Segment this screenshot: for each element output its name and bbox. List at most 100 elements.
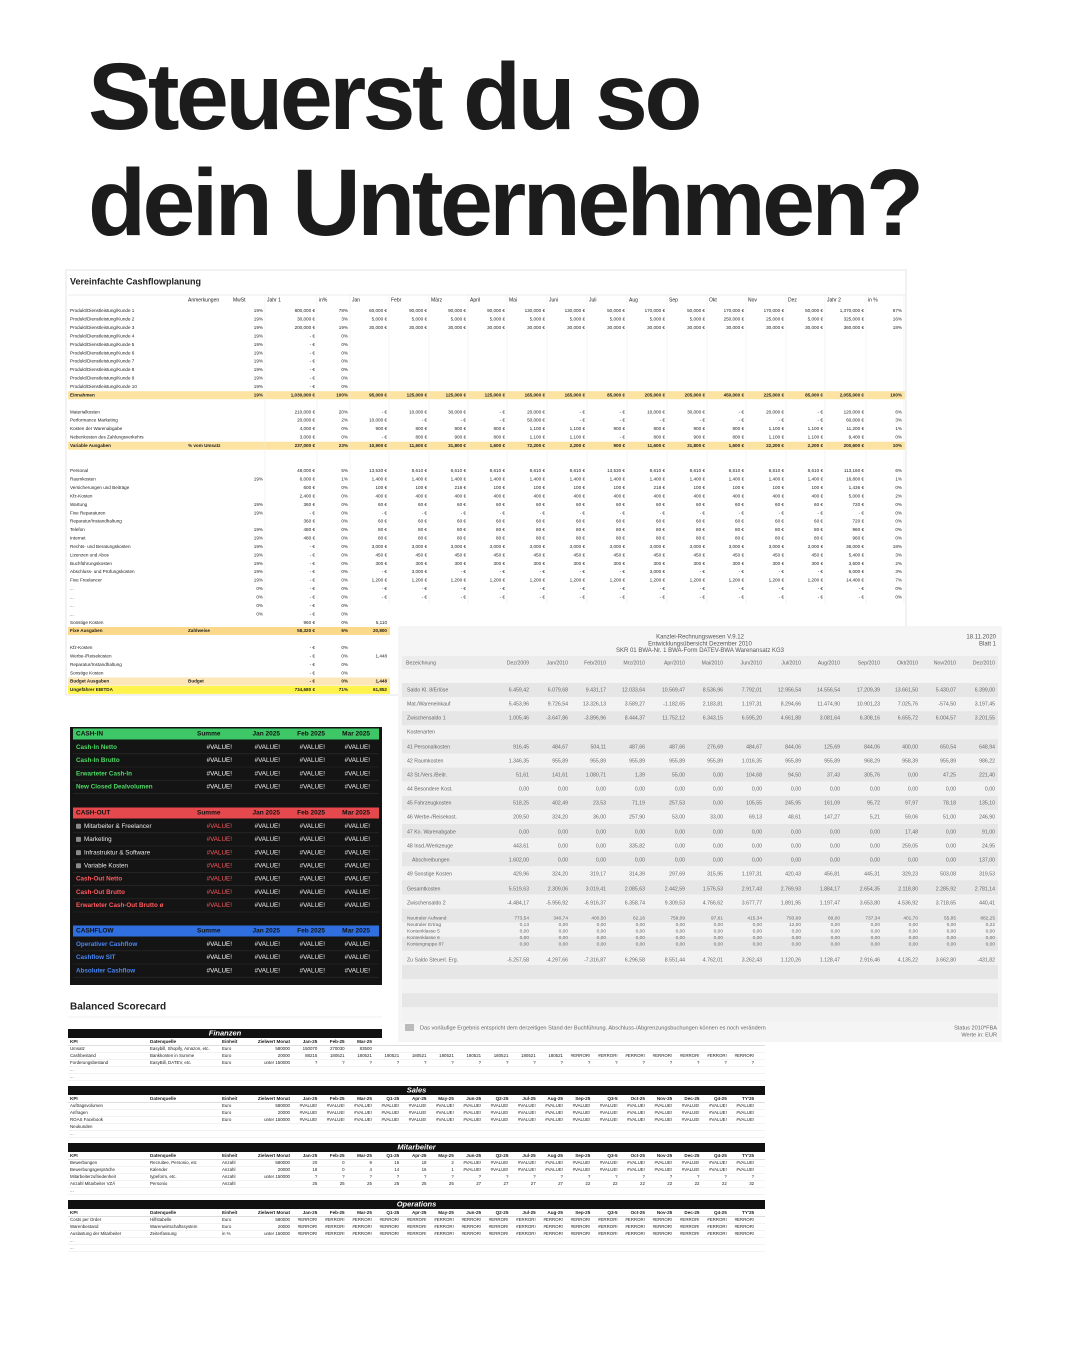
- cell: 1,100 €: [530, 435, 546, 440]
- cell: 0%: [895, 536, 902, 541]
- cell: 319,53: [979, 871, 995, 877]
- cell: ?: [615, 1060, 618, 1065]
- cell: 105,55: [746, 800, 762, 806]
- row-label: Rechts- und Beratungskosten: [70, 544, 131, 549]
- cell: 300 €: [494, 561, 506, 566]
- cell: 793,69: [786, 915, 801, 921]
- cell: 1,400 €: [490, 477, 506, 482]
- cell: - €: [500, 409, 506, 414]
- cell: 130,000 €: [565, 308, 586, 313]
- cell: 0,00: [520, 928, 530, 934]
- cell: 0%: [341, 578, 348, 583]
- cell: #VALUE!: [436, 1110, 454, 1115]
- cell: #ERROR!: [571, 1217, 591, 1222]
- row-stripe: [402, 795, 998, 810]
- cell: 71%: [339, 687, 348, 692]
- row-label: Buchführungskosten: [70, 561, 112, 566]
- cell: - €: [310, 578, 316, 583]
- cell: Anzahl: [222, 1181, 235, 1186]
- cell: - €: [779, 586, 785, 591]
- row-stripe: [402, 993, 998, 1008]
- cell: #VALUE!: [300, 849, 326, 856]
- cell: #VALUE!: [600, 1160, 618, 1165]
- cell: 80 €: [418, 527, 427, 532]
- cell: #VALUE!: [736, 1110, 754, 1115]
- cell: 0,00: [713, 829, 723, 835]
- cell: 209,50: [513, 814, 529, 820]
- cell: 19%: [254, 544, 263, 549]
- cell: 324,20: [552, 814, 568, 820]
- cell: 450,000 €: [724, 392, 745, 397]
- cell: 1,400 €: [530, 477, 546, 482]
- cell: #VALUE!: [491, 1160, 509, 1165]
- cell: 218 €: [455, 485, 467, 490]
- cell: 402,49: [552, 800, 568, 806]
- cell: 3.262,43: [742, 957, 762, 963]
- cell: #VALUE!: [327, 1103, 345, 1108]
- cell: #ERROR!: [298, 1224, 318, 1229]
- cell: 0,00: [636, 928, 646, 934]
- cell: 0,13: [520, 922, 530, 928]
- cell: 8,610 €: [530, 468, 546, 473]
- cell: 19%: [254, 552, 263, 557]
- cell: 69,00: [828, 915, 840, 921]
- cell: Euro: [222, 1103, 232, 1108]
- cell: Warenwirtschaftssystem: [150, 1224, 198, 1229]
- cell: - €: [310, 679, 316, 684]
- cell: 3.677,77: [742, 900, 762, 906]
- cell: 0,00: [831, 941, 841, 947]
- cell: 100 €: [694, 485, 706, 490]
- cell: #VALUE!: [300, 941, 326, 948]
- cell: #ERROR!: [598, 1053, 618, 1058]
- cell: 30,000 €: [527, 325, 545, 330]
- cell: 20000: [278, 1053, 291, 1058]
- cell: 5,000 €: [372, 317, 388, 322]
- cell: ?: [670, 1060, 673, 1065]
- cell: 170,000 €: [645, 308, 666, 313]
- cell: 90,000 €: [487, 308, 505, 313]
- cell: 13,530 €: [607, 468, 625, 473]
- cell: #ERROR!: [625, 1224, 645, 1229]
- row-label: Produkt/Dienstleistung/Kunde 8: [70, 367, 135, 372]
- cell: - €: [779, 594, 785, 599]
- cell: 80 €: [378, 527, 387, 532]
- cell: 85,000 €: [805, 392, 823, 397]
- cell: - €: [461, 569, 467, 574]
- column-header: TY'25: [742, 1096, 755, 1101]
- cell: 18%: [893, 544, 902, 549]
- section-header: Feb 2025: [297, 928, 325, 935]
- column-header: Dez: [788, 297, 797, 303]
- column-header: Q4-25: [714, 1210, 727, 1215]
- cell: - €: [818, 586, 824, 591]
- column-header: März: [431, 297, 443, 303]
- column-header: Sep/2010: [858, 660, 880, 666]
- cell: 7.025,76: [898, 701, 918, 707]
- cell: - €: [660, 586, 666, 591]
- cell: - €: [382, 435, 388, 440]
- cell: #VALUE!: [345, 862, 371, 869]
- cell: 80 €: [696, 536, 705, 541]
- cell: 23%: [339, 443, 348, 448]
- cell: #VALUE!: [709, 1117, 727, 1122]
- column-header: in %: [868, 297, 878, 303]
- cell: #VALUE!: [573, 1167, 591, 1172]
- cell: #ERROR!: [407, 1224, 427, 1229]
- cell: #VALUE!: [255, 744, 281, 751]
- cell: #ERROR!: [516, 1217, 536, 1222]
- cell: #ERROR!: [735, 1217, 755, 1222]
- cell: Anzahl: [222, 1167, 235, 1172]
- cell: 955,89: [590, 758, 606, 764]
- cell: 955,89: [669, 758, 685, 764]
- column-header: Apr-25: [412, 1096, 427, 1101]
- cell: #ERROR!: [707, 1231, 727, 1236]
- cell: unter 150000: [264, 1117, 290, 1122]
- cell: #ERROR!: [680, 1217, 700, 1222]
- cell: ?: [397, 1174, 400, 1179]
- cell: 259,05: [902, 843, 918, 849]
- cell: 9,400 €: [849, 435, 865, 440]
- cell: 80 €: [616, 527, 625, 532]
- cell: 10%: [893, 443, 902, 448]
- cell: 19%: [339, 325, 348, 330]
- cell: #VALUE!: [345, 941, 371, 948]
- cell: 60 €: [814, 519, 823, 524]
